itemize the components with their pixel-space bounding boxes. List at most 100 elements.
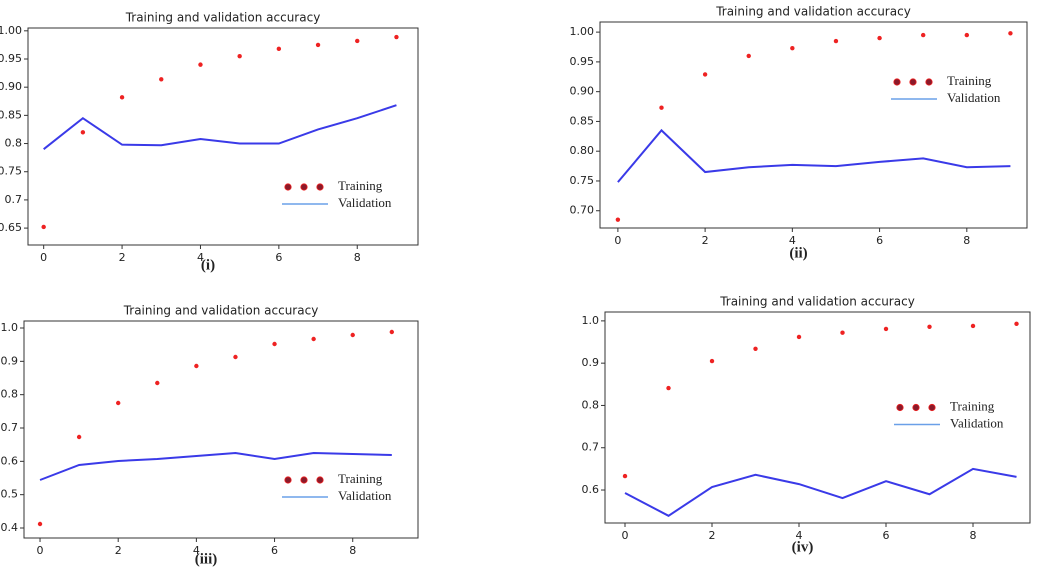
training-point [1014,321,1019,327]
training-point [37,521,43,527]
x-tick-label: 6 [883,529,890,542]
training-point [311,336,316,342]
x-tick-label: 4 [197,251,204,264]
validation-line [624,467,1017,517]
training-point [840,330,845,335]
chart: Training and validation accuracy 0.70 0.75… [570,5,1028,261]
training-point [666,385,671,391]
legend-marker [316,183,324,191]
y-tick-label: 0.90 [0,80,22,93]
x-tick-label: 8 [349,544,356,557]
x-tick-label: 0 [40,251,47,264]
x-tick-label: 4 [789,234,796,247]
x-tick-label: 8 [354,251,361,264]
x-tick-label: 2 [115,544,122,557]
x-tick-label: 4 [193,544,200,557]
training-point [394,34,399,40]
x-tick-label: 6 [275,251,282,264]
caption: (iii) [195,551,218,567]
y-tick-label: 0.8 [582,398,600,411]
training-point [355,38,360,44]
legend-label: Training [338,178,383,193]
x-tick-label: 0 [622,529,629,542]
training-point [622,473,628,479]
training-point [116,400,121,406]
legend-marker [300,183,308,191]
y-tick-label: 1.0 [1,321,19,334]
chart-title: Training and validation accuracy [125,11,321,25]
y-tick-label: 0.8 [5,137,23,150]
y-tick-label: 0.7 [582,441,600,454]
legend-marker [893,78,901,86]
legend-label: Validation [950,415,1004,430]
training-point [746,53,751,59]
y-tick-label: 0.4 [1,521,19,534]
x-tick-label: 8 [970,529,977,542]
caption: (iv) [792,539,814,555]
x-tick-label: 0 [614,234,621,247]
training-point [659,105,664,110]
training-point [833,38,839,44]
x-tick-label: 6 [271,544,278,557]
training-point [709,358,715,364]
training-point [155,380,160,386]
training-point [970,323,976,329]
legend-marker [300,476,308,484]
y-tick-label: 0.65 [0,221,22,234]
legend-label: Training [947,73,992,88]
training-point [615,217,621,222]
y-tick-label: 0.70 [570,204,595,217]
y-tick-label: 0.6 [582,483,600,496]
training-point [964,32,970,38]
y-tick-label: 0.9 [1,354,19,367]
validation-line [39,451,392,481]
training-point [350,332,355,338]
legend-label: Validation [338,195,392,210]
training-point [194,363,199,369]
y-tick-label: 1.00 [0,24,22,37]
x-tick-label: 0 [37,544,44,557]
validation-line [43,104,397,150]
caption: (i) [201,257,215,273]
chart: Training and validation accuracy 0.4 0.5 0.… [1,304,419,567]
y-tick-label: 0.85 [0,108,22,121]
legend-marker [909,78,917,86]
legend-marker [928,403,936,412]
legend-marker [316,476,324,484]
legend-label: Training [338,471,383,486]
x-tick-label: 8 [963,234,970,247]
y-tick-label: 0.85 [570,114,595,127]
training-point [877,35,882,41]
y-tick-label: 0.8 [1,388,19,401]
y-tick-label: 0.9 [582,356,600,369]
y-tick-label: 1.00 [570,25,595,38]
training-point [389,329,395,335]
y-tick-label: 0.7 [5,193,23,206]
training-point [198,62,203,67]
y-tick-label: 0.95 [570,55,595,68]
y-tick-label: 0.75 [0,165,22,178]
plot-frame [604,311,1031,524]
y-tick-label: 0.80 [570,144,595,157]
legend-label: Validation [338,488,392,503]
plot-frame [599,21,1028,229]
y-tick-label: 0.7 [1,421,19,434]
legend-label: Validation [947,90,1001,105]
plot-frame [27,27,419,246]
training-point [80,130,86,135]
training-point [276,46,282,52]
training-point [920,32,926,38]
x-tick-label: 2 [709,529,716,542]
y-tick-label: 0.6 [1,454,19,467]
training-point [796,334,802,340]
legend-marker [284,476,292,484]
training-point [41,224,46,230]
legend-marker [284,183,292,191]
caption: (ii) [789,245,807,261]
training-point [883,326,889,332]
training-point [1008,31,1013,36]
chart: Training and validation accuracy 0.6 0.7 0.… [582,295,1031,555]
y-tick-label: 0.5 [1,488,19,501]
training-point [233,354,238,360]
